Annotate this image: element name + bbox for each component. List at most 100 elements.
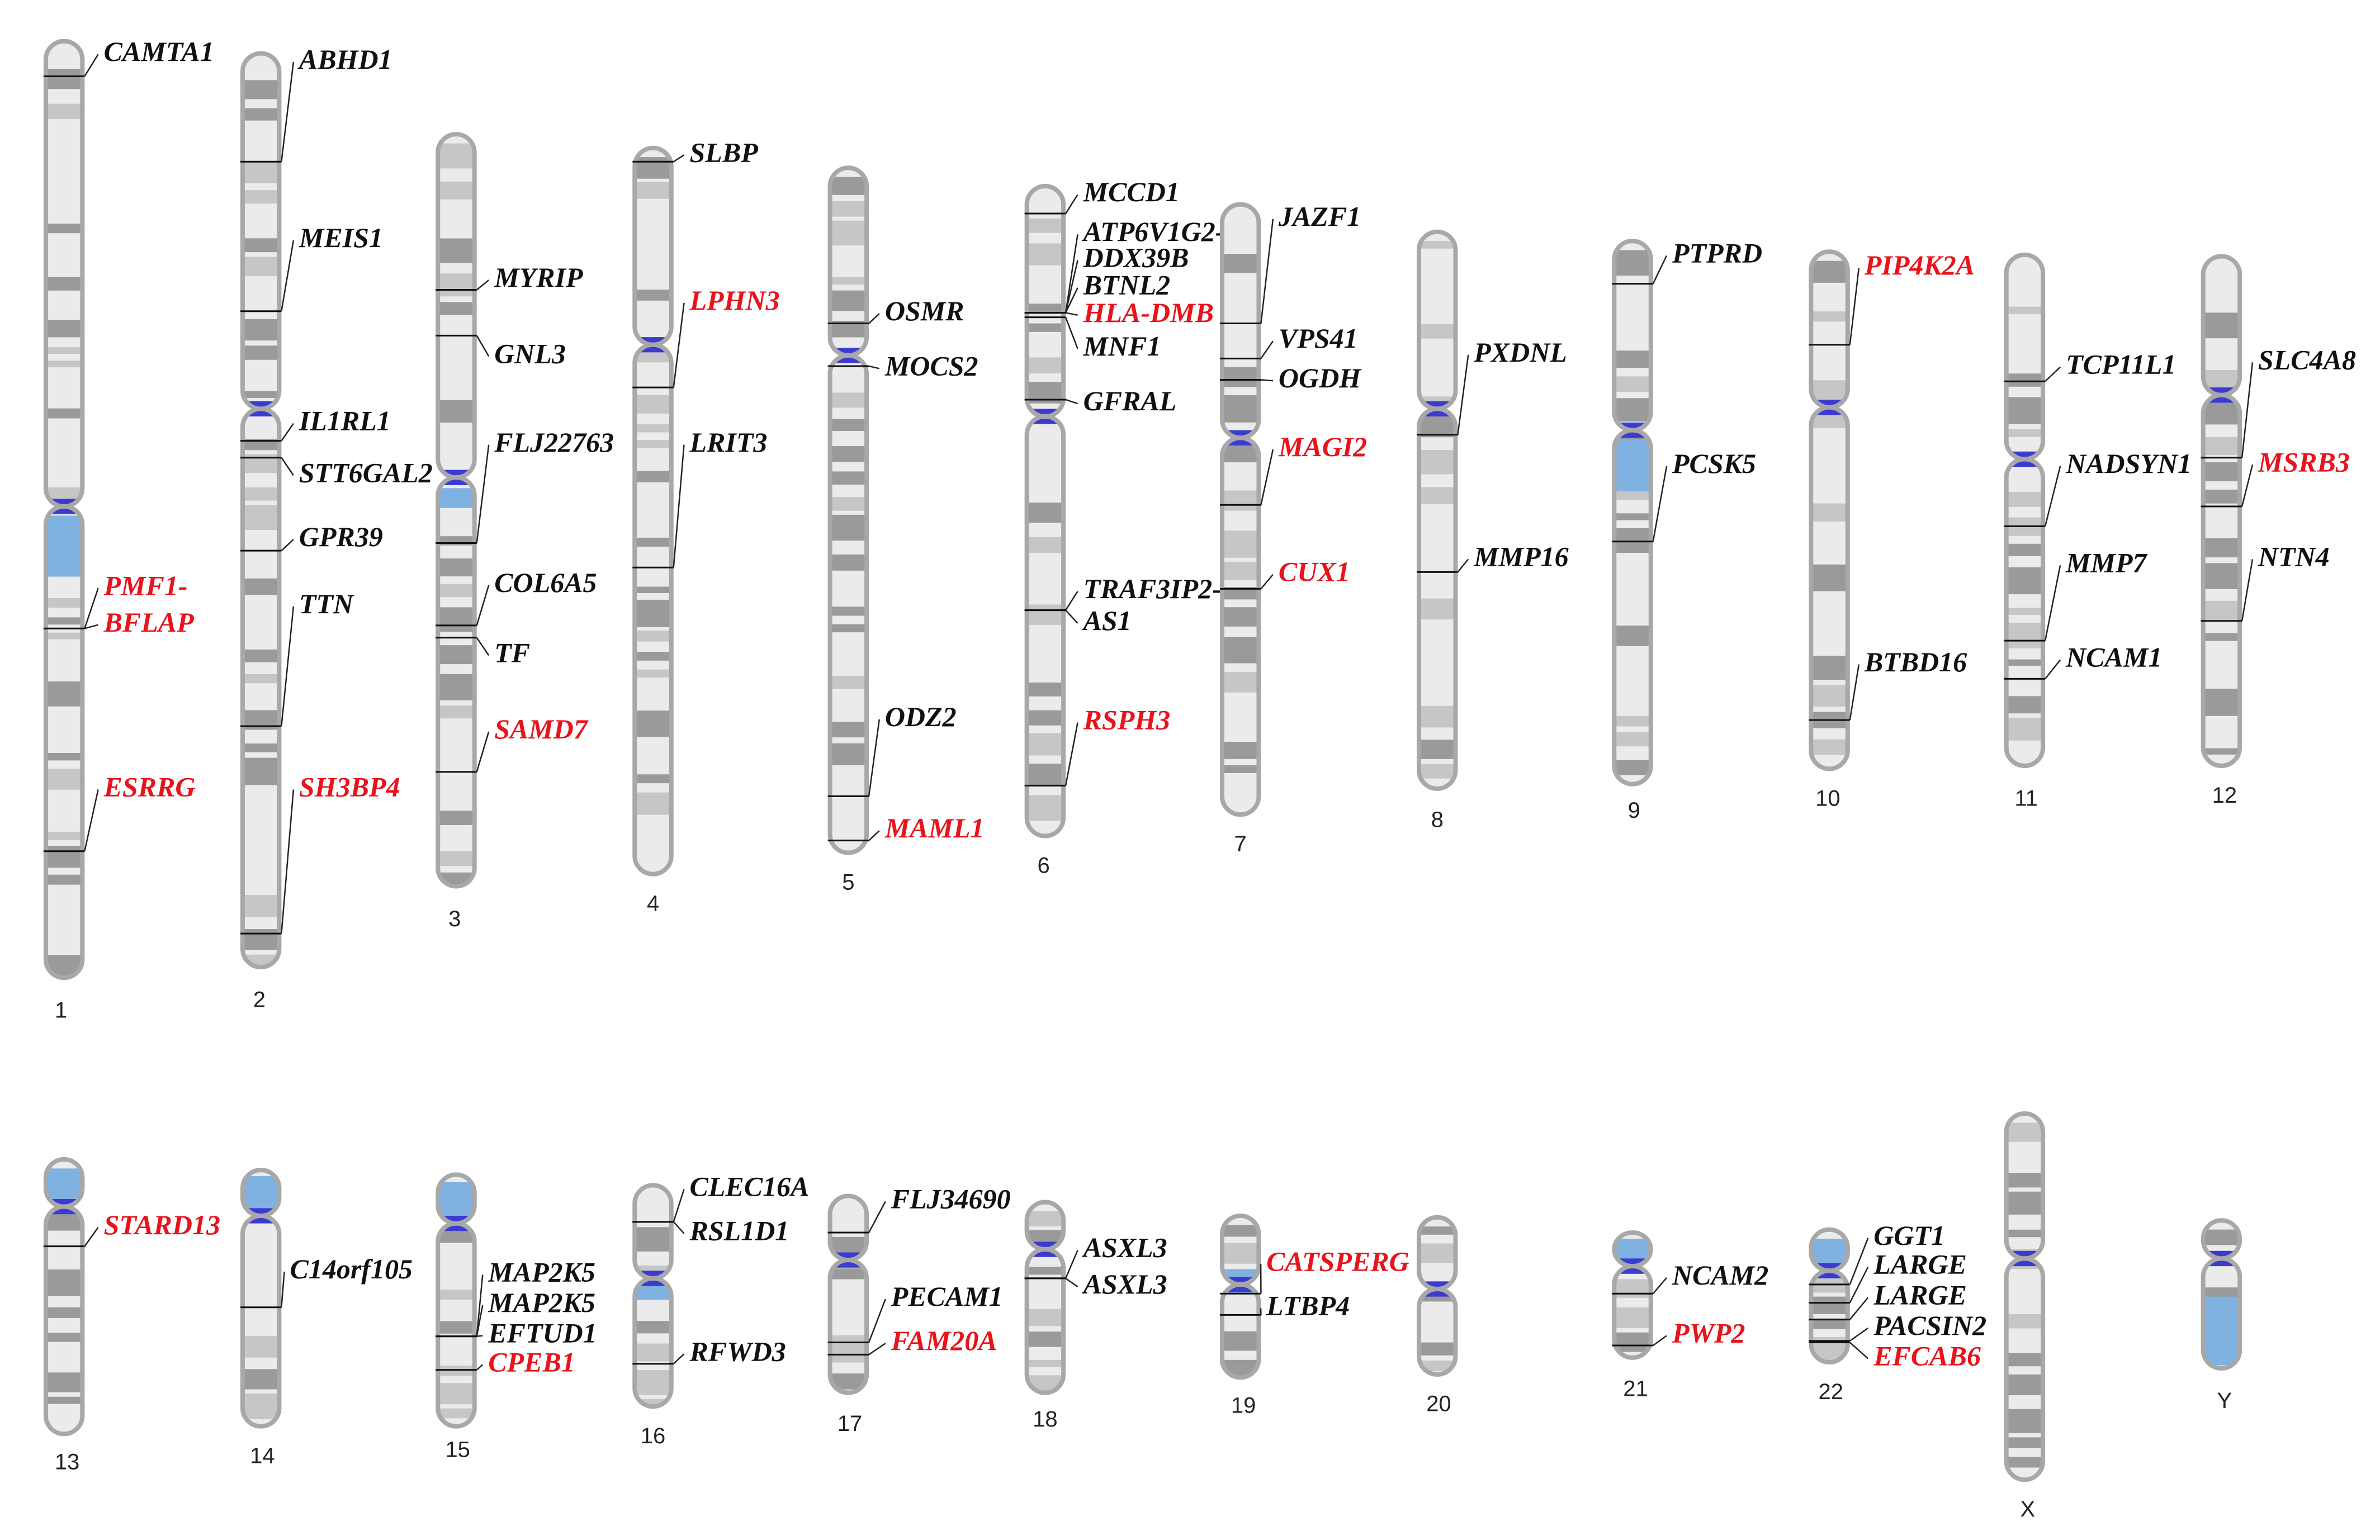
- gene-label: PTPRD: [1672, 237, 1762, 268]
- gene-label: GFRAL: [1083, 385, 1177, 416]
- chromosome-number: 3: [448, 907, 461, 931]
- gene-leader-line: [1065, 609, 1078, 624]
- chromosome-number: 6: [1038, 853, 1050, 878]
- gene-label: RSL1D1: [689, 1215, 789, 1247]
- gene-leader-line: [1652, 255, 1668, 285]
- gene-label: MNF1: [1083, 330, 1161, 362]
- gene-label: COL6A5: [494, 567, 597, 598]
- chromosome-7: 7 JAZF1 VPS41 OGDH MAGI2 CUX1: [1219, 201, 1367, 856]
- gene-leader-line: [2044, 466, 2061, 527]
- gene-label-highlighted: LPHN3: [689, 285, 780, 316]
- gene-label: BTNL2: [1083, 269, 1171, 301]
- gene-label-highlighted: MSRB3: [2258, 446, 2350, 477]
- gene-leader-line: [868, 365, 880, 369]
- gene-label: AS1: [1082, 605, 1132, 636]
- gene-label: VPS41: [1279, 323, 1358, 354]
- gene-label: MOCS2: [884, 350, 978, 381]
- gene-leader-line: [673, 1353, 685, 1364]
- gene-label-highlighted: RSPH3: [1083, 704, 1171, 735]
- gene-label: NADSYN1: [2065, 448, 2192, 479]
- gene-label: OSMR: [885, 295, 964, 326]
- gene-leader-line: [281, 606, 295, 727]
- heterochromatin-block: [2203, 1296, 2240, 1366]
- chromosome-16: 16 CLEC16A RSL1D1 RFWD3: [632, 1171, 809, 1448]
- chromosome-number: 12: [2212, 783, 2237, 808]
- gene-leader-line: [2241, 464, 2254, 507]
- gene-label: MMP7: [2065, 547, 2147, 578]
- gene-leader-line: [2045, 659, 2061, 680]
- gene-leader-line: [673, 444, 685, 568]
- chromosome-10: 10 PIP4K2A BTBD16: [1809, 249, 1975, 811]
- gene-label: OGDH: [1279, 362, 1362, 394]
- gene-leader-line: [1064, 317, 1078, 349]
- gene-label: PCSK5: [1672, 448, 1756, 479]
- gene-leader-line: [476, 1305, 484, 1337]
- chromosome-9: 9 PTPRD PCSK5: [1612, 237, 1762, 823]
- gene-leader-line: [868, 1343, 886, 1356]
- gene-label: LARGE: [1873, 1249, 1967, 1280]
- gene-leader-line: [476, 731, 490, 773]
- gene-label-highlighted: EFCAB6: [1873, 1340, 1981, 1371]
- gene-leader-line: [84, 624, 98, 629]
- gene-leader-line: [1457, 354, 1469, 435]
- gene-leader-line: [1849, 664, 1860, 721]
- chromosome-number: 2: [253, 987, 266, 1012]
- chromosome-8: 8 PXDNL MMP16: [1416, 229, 1569, 832]
- gene-label-highlighted: CPEB1: [488, 1346, 575, 1377]
- chromosome-number: X: [2020, 1497, 2035, 1522]
- chromosome-number: 9: [1628, 798, 1640, 823]
- gene-label: IL1RL1: [299, 405, 391, 437]
- gene-label: PXDNL: [1473, 337, 1567, 368]
- chromosome-5: 5 OSMR MOCS2 ODZ2 MAML1: [827, 165, 985, 894]
- chromosome-1: 1 CAMTA1 PMF1- BFLAP ESRRG: [43, 36, 214, 1023]
- gene-leader-line: [1064, 287, 1078, 313]
- gene-leader-line: [476, 585, 490, 626]
- chromosome-20: 20: [1416, 1215, 1458, 1416]
- gene-leader-line: [84, 789, 99, 852]
- gene-leader-line: [1653, 1335, 1667, 1346]
- gene-label-highlighted: BFLAP: [103, 606, 195, 638]
- chromosome-number: 7: [1234, 832, 1247, 856]
- gene-label: SLBP: [690, 136, 759, 168]
- gene-leader-line: [1849, 1297, 1869, 1320]
- gene-label: ODZ2: [885, 701, 957, 732]
- gene-leader-line: [476, 335, 490, 357]
- gene-label-highlighted: SH3BP4: [299, 771, 400, 803]
- gene-label-highlighted: HLA-DMB: [1083, 297, 1214, 328]
- gene-leader-line: [1260, 340, 1274, 359]
- gene-leader-line: [476, 279, 489, 291]
- gene-label: TTN: [299, 588, 354, 619]
- gene-label: MYRIP: [494, 262, 583, 293]
- gene-leader-line: [1064, 260, 1078, 313]
- gene-leader-line: [476, 1274, 484, 1337]
- heterochromatin-block: [438, 1182, 475, 1216]
- gene-leader-line: [1652, 1277, 1667, 1295]
- gene-label-highlighted: CATSPERG: [1266, 1245, 1409, 1277]
- gene-leader-line: [281, 423, 294, 442]
- chromosome-number: 17: [838, 1411, 863, 1436]
- gene-leader-line: [281, 789, 295, 934]
- heterochromatin-block: [1811, 1238, 1848, 1263]
- gene-leader-line: [476, 1364, 484, 1371]
- gene-label: LARGE: [1873, 1279, 1967, 1310]
- gene-label: MEIS1: [299, 222, 383, 253]
- gene-leader-line: [1260, 574, 1274, 590]
- heterochromatin-block: [45, 515, 83, 577]
- chromosome-Y: Y: [2201, 1218, 2242, 1413]
- gene-label: MAP2K5: [488, 1287, 595, 1318]
- gene-leader-line: [281, 61, 295, 162]
- gene-leader-line: [1065, 1277, 1078, 1288]
- gene-leader-line: [1064, 722, 1078, 786]
- gene-label: ATP6V1G2-: [1082, 216, 1225, 247]
- chromosome-21: 21 NCAM2 PWP2: [1612, 1230, 1768, 1401]
- gene-leader-line: [84, 1227, 99, 1247]
- gene-label: PACSIN2: [1873, 1310, 1986, 1341]
- gene-label: ABHD1: [297, 44, 392, 75]
- gene-label: CLEC16A: [690, 1171, 810, 1202]
- chromosome-number: 20: [1426, 1392, 1451, 1416]
- gene-label: GGT1: [1873, 1220, 1945, 1251]
- chromosome-number: 21: [1623, 1376, 1648, 1401]
- gene-leader-line: [1064, 1250, 1078, 1279]
